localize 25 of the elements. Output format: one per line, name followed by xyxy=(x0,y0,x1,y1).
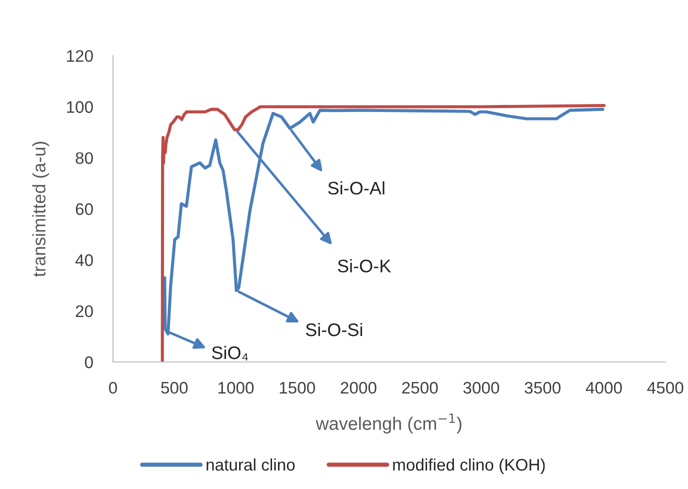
x-tick-label: 3000 xyxy=(463,382,500,394)
annotation: Si-O-Al xyxy=(328,181,384,195)
x-tick-label: 4500 xyxy=(647,382,684,394)
annotation: Si-O-K xyxy=(338,259,391,272)
x-tick-label: 2000 xyxy=(340,382,376,394)
x-tick-label: 0 xyxy=(109,382,117,394)
x-tick-label: 1500 xyxy=(280,382,316,394)
annotation: SiO₄ xyxy=(212,346,248,361)
y-tick-label: 100 xyxy=(67,101,93,113)
legend-label: modified clino (KOH) xyxy=(393,458,545,474)
y-tick-label: 80 xyxy=(76,152,93,164)
x-tick-label: 4000 xyxy=(586,382,622,394)
y-tick-label: 120 xyxy=(67,50,93,62)
y-axis-title: transimitted (a-u) xyxy=(32,142,50,277)
y-tick-label: 40 xyxy=(75,254,93,266)
y-tick-label: 60 xyxy=(76,203,93,216)
x-tick-label: 2500 xyxy=(402,382,438,394)
x-tick-label: 3500 xyxy=(524,382,561,394)
x-axis-title: wavelengh (cm$^{−1}$) xyxy=(316,414,462,434)
annotation: Si-O-Si xyxy=(306,322,362,336)
y-tick-label: 20 xyxy=(76,305,93,318)
x-tick-label: 500 xyxy=(161,382,188,394)
y-tick-label: 0 xyxy=(84,356,93,368)
x-tick-label: 1000 xyxy=(218,382,254,394)
legend-label: natural clino xyxy=(206,458,295,471)
